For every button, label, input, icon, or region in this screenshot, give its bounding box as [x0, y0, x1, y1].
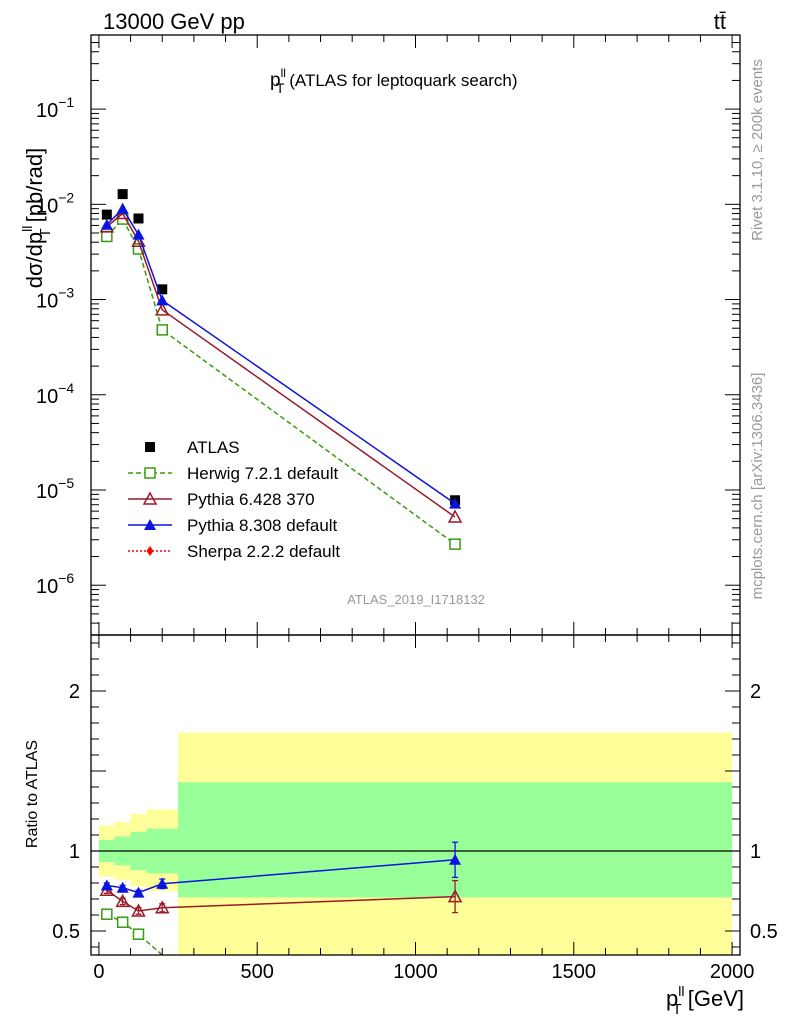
main-series-line	[106, 207, 456, 505]
ratio-data-point	[132, 928, 145, 940]
ratio-series-1	[99, 879, 463, 917]
main-y-axis-label: dσ/dpll T [pb/rad]	[19, 148, 54, 289]
ratio-data-point	[132, 886, 145, 898]
mcplots-label: mcplots.cern.ch [arXiv:1306.3436]	[749, 373, 766, 600]
main-data-point	[117, 189, 128, 200]
main-data-point	[131, 233, 146, 247]
legend: ATLAS Herwig 7.2.1 default Pythia 6.428 37…	[128, 438, 340, 561]
main-series-group	[99, 189, 463, 550]
main-data-point	[447, 509, 463, 523]
x-tick-label: 2000	[710, 961, 755, 983]
legend-marker	[145, 442, 155, 452]
main-y-tick-label: 10−1	[36, 94, 74, 122]
x-axis-label: pll T [GeV]	[666, 983, 744, 1018]
ratio-panel-frame	[90, 634, 741, 956]
main-series-0	[101, 189, 461, 506]
main-data-point	[449, 538, 461, 550]
ratio-series-0	[101, 908, 163, 956]
ratio-y-tick-label: 1	[750, 841, 761, 863]
ratio-y-tick-label: 2	[750, 681, 761, 703]
legend-label: Sherpa 2.2.2 default	[187, 542, 340, 561]
main-data-point	[157, 284, 168, 295]
ratio-data-point	[131, 903, 146, 917]
ratio-series-line	[106, 913, 163, 956]
ratio-y-tick-label: 2	[69, 681, 80, 703]
main-data-point	[100, 218, 113, 230]
legend-label: Pythia 6.428 370	[187, 490, 315, 509]
ratio-data-point	[447, 889, 463, 903]
main-data-point	[101, 209, 112, 220]
main-data-point	[154, 302, 170, 316]
main-series-3	[100, 202, 462, 509]
main-y-tick-label: 10−3	[36, 285, 74, 313]
x-tick-label: 500	[241, 961, 274, 983]
ratio-series-group	[99, 841, 463, 956]
ratio-y-axis-label: Ratio to ATLAS	[24, 740, 41, 848]
legend-marker	[144, 519, 156, 530]
main-data-point	[156, 324, 168, 336]
main-y-tick-label: 10−6	[36, 570, 74, 598]
main-data-point	[116, 202, 129, 214]
legend-marker	[142, 491, 158, 505]
ratio-uncertainty-bands	[98, 732, 733, 955]
x-tick-label: 1500	[552, 961, 597, 983]
legend-marker	[146, 546, 154, 556]
legend-entry: Pythia 6.428 370	[128, 490, 315, 509]
x-tick-label: 0	[93, 961, 104, 983]
main-series-2	[99, 205, 463, 523]
main-data-point	[449, 497, 462, 509]
x-tick-labels: 0 500 1000 1500 2000	[93, 961, 754, 983]
green-band-segment	[178, 782, 733, 898]
main-y-tick-label: 10−5	[36, 475, 74, 503]
legend-entry: ATLAS	[145, 438, 240, 457]
legend-label: ATLAS	[187, 438, 240, 457]
main-data-point	[101, 230, 113, 243]
ratio-data-point	[100, 879, 113, 891]
legend-label: Pythia 8.308 default	[187, 516, 338, 535]
legend-entry: Herwig 7.2.1 default	[128, 464, 338, 483]
x-tick-label: 1000	[393, 961, 438, 983]
main-panel-title: pll T (ATLAS for leptoquark search)	[270, 66, 518, 96]
main-y-tick-label: 10−4	[36, 380, 74, 408]
ratio-data-point	[156, 877, 169, 889]
process-label: tt̄	[714, 9, 726, 34]
ratio-data-point	[449, 853, 462, 865]
ratio-y-tick-label: 1	[69, 841, 80, 863]
ratio-data-point	[154, 900, 170, 914]
main-y-tick-label: 10−2	[36, 189, 74, 217]
rivet-label: Rivet 3.1.10, ≥ 200k events	[749, 59, 766, 241]
ratio-data-point	[116, 881, 129, 893]
main-data-point	[156, 294, 169, 306]
ratio-series-2	[100, 841, 462, 898]
main-data-point	[133, 213, 144, 224]
ratio-y-tick-label: 0.5	[750, 921, 778, 943]
main-data-point	[132, 228, 145, 240]
ratio-data-point	[116, 916, 129, 928]
ratio-y-tick-label: 0.5	[52, 921, 80, 943]
legend-entry: Pythia 8.308 default	[128, 516, 338, 535]
main-y-tick-labels: 10−1 10−2 10−3 10−4 10−5 10−6	[36, 94, 74, 598]
legend-label: Herwig 7.2.1 default	[187, 464, 338, 483]
ratio-data-point	[115, 893, 130, 908]
energy-label: 13000 GeV pp	[103, 9, 245, 34]
legend-marker	[144, 467, 156, 479]
ratio-y-tick-labels: 0.5 0.5 1 1 2 2	[52, 681, 778, 943]
ratio-data-point	[101, 908, 113, 920]
analysis-label: ATLAS_2019_I1718132	[347, 592, 485, 607]
legend-entry: Sherpa 2.2.2 default	[128, 542, 340, 561]
